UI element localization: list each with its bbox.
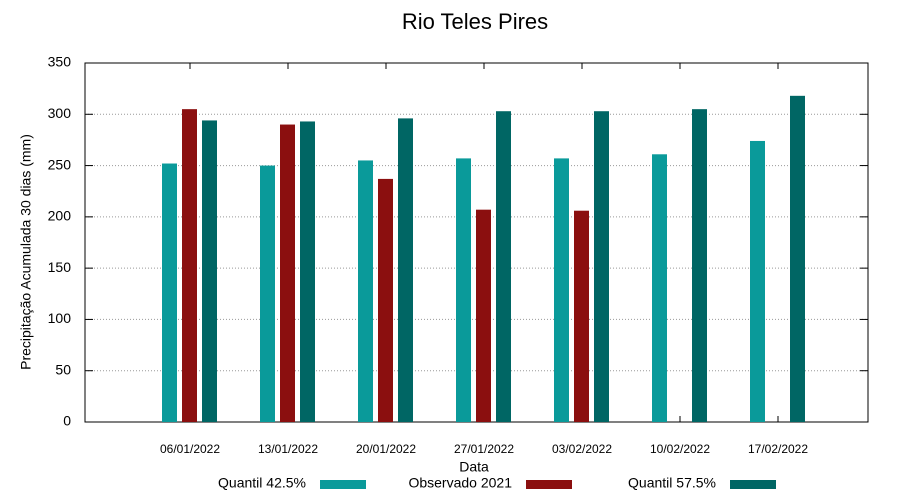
bar — [692, 109, 707, 423]
legend-label: Quantil 42.5% — [218, 475, 306, 491]
bar — [496, 111, 511, 423]
bar — [652, 154, 667, 422]
x-axis-label: Data — [459, 459, 489, 475]
bar — [790, 95, 805, 422]
bar — [260, 165, 275, 423]
legend-label: Quantil 57.5% — [628, 475, 716, 491]
x-tick-label: 10/02/2022 — [650, 442, 710, 456]
bar — [456, 158, 471, 423]
y-axis-label: Precipitação Acumulada 30 dias (mm) — [18, 134, 34, 370]
bar — [398, 118, 413, 422]
chart-title: Rio Teles Pires — [402, 9, 548, 34]
x-tick-label: 27/01/2022 — [454, 442, 514, 456]
y-tick-label: 0 — [63, 413, 71, 429]
x-tick-label: 06/01/2022 — [160, 442, 220, 456]
bar — [378, 178, 393, 422]
x-tick-label: 17/02/2022 — [748, 442, 808, 456]
bar — [182, 109, 197, 423]
y-tick-label: 300 — [48, 105, 72, 121]
bar — [750, 140, 765, 422]
y-tick-label: 350 — [48, 54, 72, 70]
y-tick-label: 100 — [48, 310, 72, 326]
bar — [358, 160, 373, 422]
y-tick-label: 200 — [48, 208, 72, 224]
bar — [202, 120, 217, 422]
y-tick-label: 250 — [48, 156, 72, 172]
bar — [162, 163, 177, 422]
legend-swatch — [526, 480, 572, 489]
bar — [594, 111, 609, 423]
x-tick-label: 13/01/2022 — [258, 442, 318, 456]
y-tick-label: 50 — [55, 361, 71, 377]
y-tick-label: 150 — [48, 259, 72, 275]
x-tick-label: 20/01/2022 — [356, 442, 416, 456]
legend-label: Observado 2021 — [408, 475, 512, 491]
legend-swatch — [320, 480, 366, 489]
bar — [574, 210, 589, 422]
bar — [300, 121, 315, 423]
bar — [476, 209, 491, 422]
x-tick-label: 03/02/2022 — [552, 442, 612, 456]
bar — [280, 124, 295, 423]
bar — [554, 158, 569, 423]
legend-swatch — [730, 480, 776, 489]
